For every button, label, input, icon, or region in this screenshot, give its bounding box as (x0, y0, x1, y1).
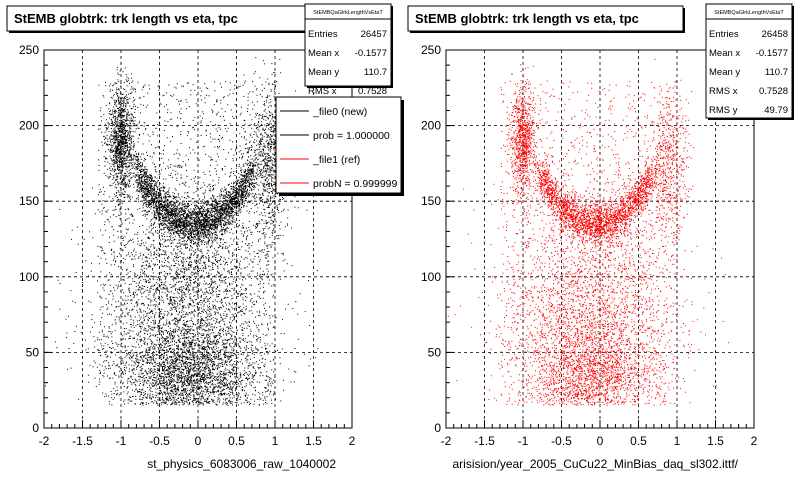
y-tick-label: 250 (19, 43, 39, 57)
chart-title: StEMB globtrk: trk length vs eta, tpc (415, 11, 639, 26)
y-tick-label: 200 (421, 119, 441, 133)
stats-value: 0.7528 (358, 86, 387, 97)
stats-label: RMS x (709, 86, 738, 97)
x-tick-label: 1 (674, 434, 681, 448)
y-tick-label: 150 (19, 194, 39, 208)
x-tick-label: 2 (349, 434, 356, 448)
stats-box (304, 3, 392, 87)
stats-value: 110.7 (765, 67, 788, 78)
x-tick-label: 0.5 (630, 434, 647, 448)
y-tick-label: 50 (428, 345, 442, 359)
stats-value: -0.1577 (756, 48, 788, 59)
stats-label: Entries (709, 29, 739, 40)
x-tick-label: -1 (518, 434, 529, 448)
x-tick-label: -1.5 (474, 434, 495, 448)
stats-label: Mean y (709, 67, 740, 78)
stats-value: 49.79 (764, 105, 788, 116)
chart-title: StEMB globtrk: trk length vs eta, tpc (14, 11, 238, 26)
y-tick-label: 150 (421, 194, 441, 208)
y-tick-label: 100 (19, 270, 39, 284)
stats-label: Entries (308, 29, 338, 40)
stats-value: 110.7 (364, 67, 387, 78)
y-tick-label: 250 (421, 43, 441, 57)
scatter-points (447, 58, 736, 406)
stats-value: -0.1577 (355, 48, 387, 59)
x-tick-label: 0 (195, 434, 202, 448)
stats-label: Mean y (308, 67, 339, 78)
stats-box (705, 3, 793, 119)
x-tick-label: -2 (39, 434, 50, 448)
stats-value: 26457 (361, 29, 387, 40)
legend-label: _file0 (new) (312, 106, 367, 118)
legend-label: _file1 (ref) (312, 154, 360, 166)
stats-value: 0.7528 (759, 86, 788, 97)
chart-panel-1: -2 -1.5 -1 -0.5 0 0.5 1 1.5 2 0 50 100 150 200 250 st_p… (6, 3, 404, 471)
scatter-points (45, 57, 319, 406)
x-tick-label: -0.5 (149, 434, 170, 448)
x-tick-label: 1.5 (707, 434, 724, 448)
x-axis-title: arisision/year_2005_CuCu22_MinBias_daq_s… (452, 457, 738, 471)
stats-value: 26458 (762, 29, 788, 40)
x-tick-label: 2 (751, 434, 758, 448)
x-tick-label: 1 (272, 434, 279, 448)
x-tick-label: -1 (116, 434, 127, 448)
y-tick-label: 100 (421, 270, 441, 284)
x-axis-title: st_physics_6083006_raw_1040002 (147, 457, 336, 471)
stats-label: RMS y (709, 105, 738, 116)
x-tick-label: -0.5 (551, 434, 572, 448)
legend-label: probN = 0.999999 (313, 178, 398, 190)
stats-label: Mean x (308, 48, 339, 59)
stats-label: Mean x (709, 48, 740, 59)
y-tick-label: 0 (32, 421, 39, 435)
y-tick-label: 0 (434, 421, 441, 435)
chart-panel-2: -2 -1.5 -1 -0.5 0 0.5 1 1.5 2 0 50 100 150 200 250 aris… (407, 3, 794, 471)
title-box (407, 5, 684, 32)
legend-label: prob = 1.000000 (313, 130, 390, 142)
stats-header: StEMBQaGlrkLengthVsEtaT (313, 10, 383, 16)
x-tick-label: -1.5 (72, 434, 93, 448)
legend-box (275, 96, 402, 194)
x-tick-label: -2 (441, 434, 452, 448)
x-tick-label: 0.5 (228, 434, 245, 448)
stats-header: StEMBQaGlrkLengthVsEtaT (714, 10, 784, 16)
y-tick-label: 50 (26, 345, 40, 359)
stats-label: RMS x (308, 86, 337, 97)
x-tick-label: 1.5 (305, 434, 322, 448)
y-tick-label: 200 (19, 119, 39, 133)
x-tick-label: 0 (597, 434, 604, 448)
